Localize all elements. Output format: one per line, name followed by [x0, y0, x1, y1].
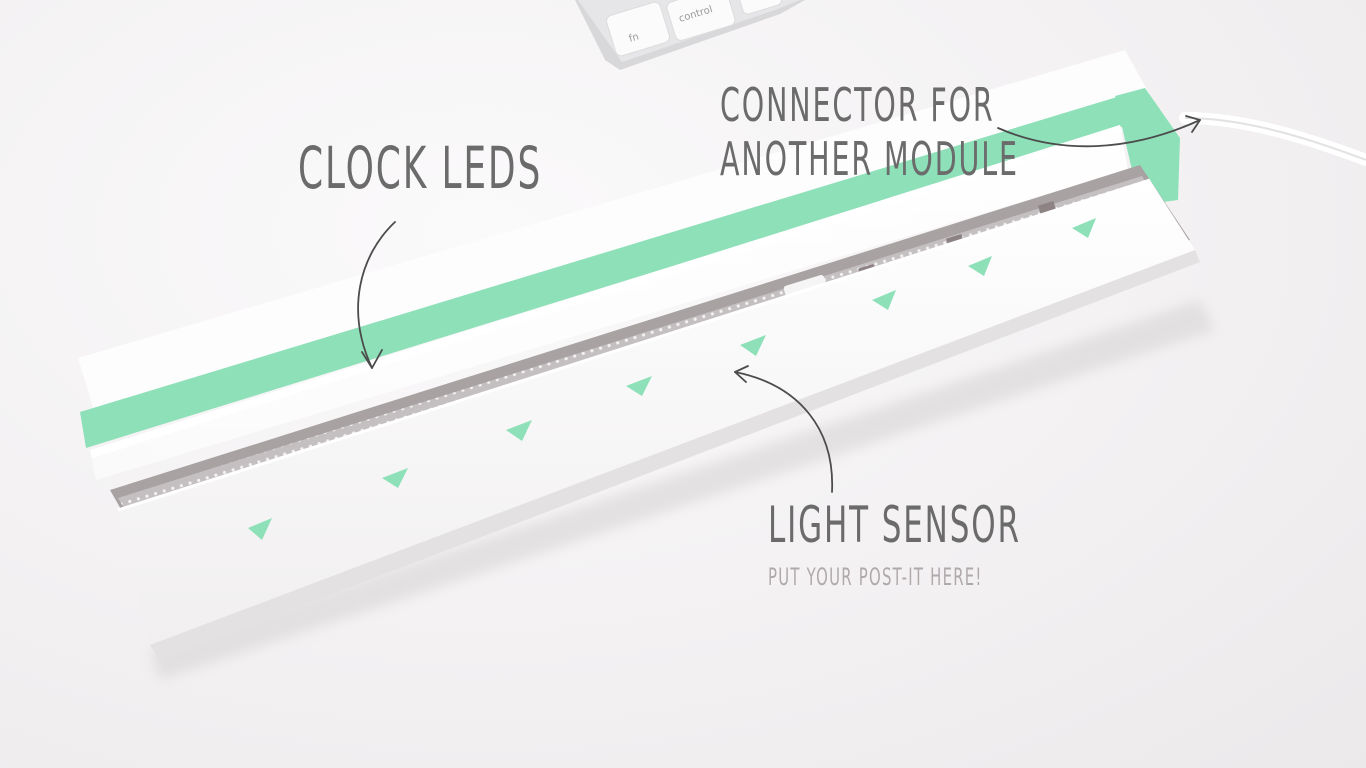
key-control [666, 0, 736, 41]
usb-cable [1179, 112, 1366, 166]
connector-arrow [997, 119, 1201, 148]
mint-triangles [248, 218, 1096, 540]
connector-label-line1: CONNECTOR FOR [720, 78, 995, 132]
connector-label-line2: ANOTHER MODULE [720, 132, 1019, 186]
clock-leds-label: CLOCK LEDS [298, 134, 543, 202]
annotation-arrows [357, 115, 1201, 493]
light-sensor-note: PUT YOUR POST-IT HERE! [768, 563, 983, 591]
clock-leds-arrow [357, 221, 396, 369]
connector-label: CONNECTOR FOR ANOTHER MODULE [720, 78, 1019, 186]
light-sensor-label: LIGHT SENSOR [768, 496, 1021, 554]
key-fn [606, 1, 670, 57]
light-sensor-arrow [734, 371, 833, 493]
key-fn-label: fn [628, 31, 641, 44]
clock-led-diffuser [90, 125, 1128, 480]
clock-module-box [78, 50, 1200, 660]
mint-tape-strip [80, 90, 1150, 448]
keyboard-corner: fn control [575, 0, 805, 70]
